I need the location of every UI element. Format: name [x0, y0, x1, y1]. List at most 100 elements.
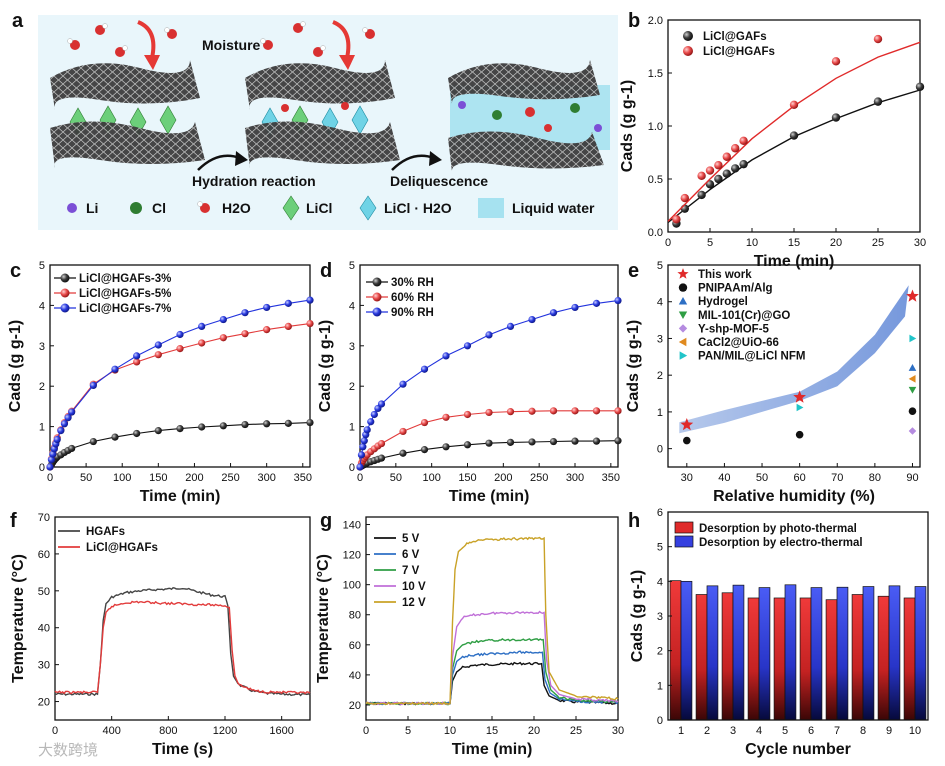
data-point	[705, 180, 715, 189]
x-tick-label: 200	[185, 472, 203, 484]
y-tick-label: 4	[657, 297, 663, 309]
data-point	[571, 437, 579, 445]
data-point	[908, 386, 917, 394]
liquid-water-legend-icon	[478, 198, 504, 218]
legend-marker	[677, 268, 689, 279]
water-molecules-1	[67, 23, 177, 57]
data-point	[176, 345, 184, 353]
data-point	[442, 352, 450, 360]
legend-label: 10 V	[402, 581, 426, 593]
fit-curve	[667, 89, 921, 224]
performance-band	[679, 285, 909, 434]
licl-hydrate-legend-icon	[359, 195, 377, 221]
moisture-arrow-1	[137, 20, 156, 59]
data-point	[359, 443, 367, 451]
legend-label: 60% RH	[391, 292, 434, 304]
bar	[784, 584, 797, 721]
panel-label-c: c	[10, 260, 21, 282]
legend-marker	[678, 337, 687, 347]
x-axis-label: Time (min)	[140, 488, 221, 505]
bar	[747, 597, 760, 721]
y-tick-label: 0	[39, 462, 45, 474]
x-tick-label: 25	[872, 237, 884, 249]
data-point	[592, 437, 601, 445]
data-point	[549, 309, 558, 317]
data-point	[68, 408, 76, 416]
legend-swatch	[674, 535, 694, 548]
legend-marker	[60, 288, 70, 298]
x-tick-label: 10	[444, 725, 456, 737]
legend-label: Hydrogel	[698, 296, 748, 308]
data-point	[697, 190, 706, 200]
x-tick-label: 250	[221, 472, 239, 484]
data-point	[219, 315, 227, 324]
legend-marker	[60, 273, 70, 283]
x-tick-label: 80	[869, 472, 881, 484]
data-point	[680, 193, 689, 203]
bar	[680, 580, 693, 721]
y-axis-label: Cads (g g-1)	[619, 80, 636, 172]
data-point	[915, 82, 925, 91]
water-molecule-legend-icon	[197, 201, 210, 213]
data-point	[68, 444, 76, 453]
y-tick-label: 5	[657, 260, 663, 272]
bar	[914, 586, 927, 721]
x-tick-label: 50	[756, 472, 768, 484]
x-tick-label: 5	[782, 725, 788, 737]
graphene-sheet-top-1	[50, 60, 200, 110]
data-point	[908, 364, 917, 371]
legend-item: Desorption by photo-thermal	[674, 521, 857, 535]
data-point	[908, 427, 917, 435]
y-axis-label: Temperature (°C)	[315, 554, 332, 683]
x-tick-label: 7	[834, 725, 840, 737]
data-point	[133, 352, 141, 360]
y-tick-label: 5	[39, 260, 45, 272]
x-tick-label: 250	[530, 472, 548, 484]
data-point	[795, 430, 804, 439]
legend-label: 90% RH	[391, 307, 434, 319]
y-tick-label: 4	[657, 576, 663, 588]
data-point	[793, 390, 806, 403]
data-point	[549, 407, 558, 415]
x-tick-label: 20	[830, 237, 842, 249]
legend-item: LiCl@HGAFs	[58, 542, 158, 554]
y-tick-label: 40	[349, 670, 361, 682]
data-point	[789, 100, 799, 110]
data-point	[47, 456, 56, 464]
data-point	[89, 381, 97, 389]
data-point	[377, 439, 386, 448]
data-point	[360, 437, 368, 445]
legend-label: 7 V	[402, 565, 420, 577]
x-tick-label: 0	[363, 725, 369, 737]
data-point	[549, 437, 558, 446]
y-tick-label: 0	[657, 444, 663, 456]
data-point	[485, 439, 493, 447]
x-tick-label: 2	[704, 725, 710, 737]
x-tick-label: 200	[494, 472, 512, 484]
graphene-sheet-top-3	[448, 60, 600, 104]
plot-frame	[365, 516, 619, 721]
x-tick-label: 0	[52, 725, 58, 737]
li-legend-icon	[67, 203, 77, 213]
data-point	[463, 410, 472, 419]
y-tick-label: 2	[39, 381, 45, 393]
data-point	[241, 420, 249, 429]
legend-item: 12 V	[374, 597, 426, 609]
legend-swatch	[674, 521, 694, 534]
data-point	[528, 438, 536, 446]
data-point	[154, 351, 162, 359]
series-line	[49, 299, 311, 468]
data-point	[485, 331, 493, 339]
data-point	[506, 322, 515, 331]
y-tick-label: 20	[349, 700, 361, 712]
chart-c: 0 50 100 150 200 250 300 350 0 1 2 3 4 5 Time (min) Cad…	[7, 260, 314, 505]
data-point	[908, 407, 917, 415]
bar	[810, 587, 823, 721]
legend-item: Y-shp-MOF-5	[678, 323, 770, 335]
bar	[706, 585, 719, 721]
data-point	[714, 174, 723, 184]
data-point	[680, 204, 689, 213]
x-tick-label: 9	[886, 725, 892, 737]
graphene-sheet-bottom-3	[448, 131, 604, 172]
y-tick-label: 1	[657, 407, 663, 419]
